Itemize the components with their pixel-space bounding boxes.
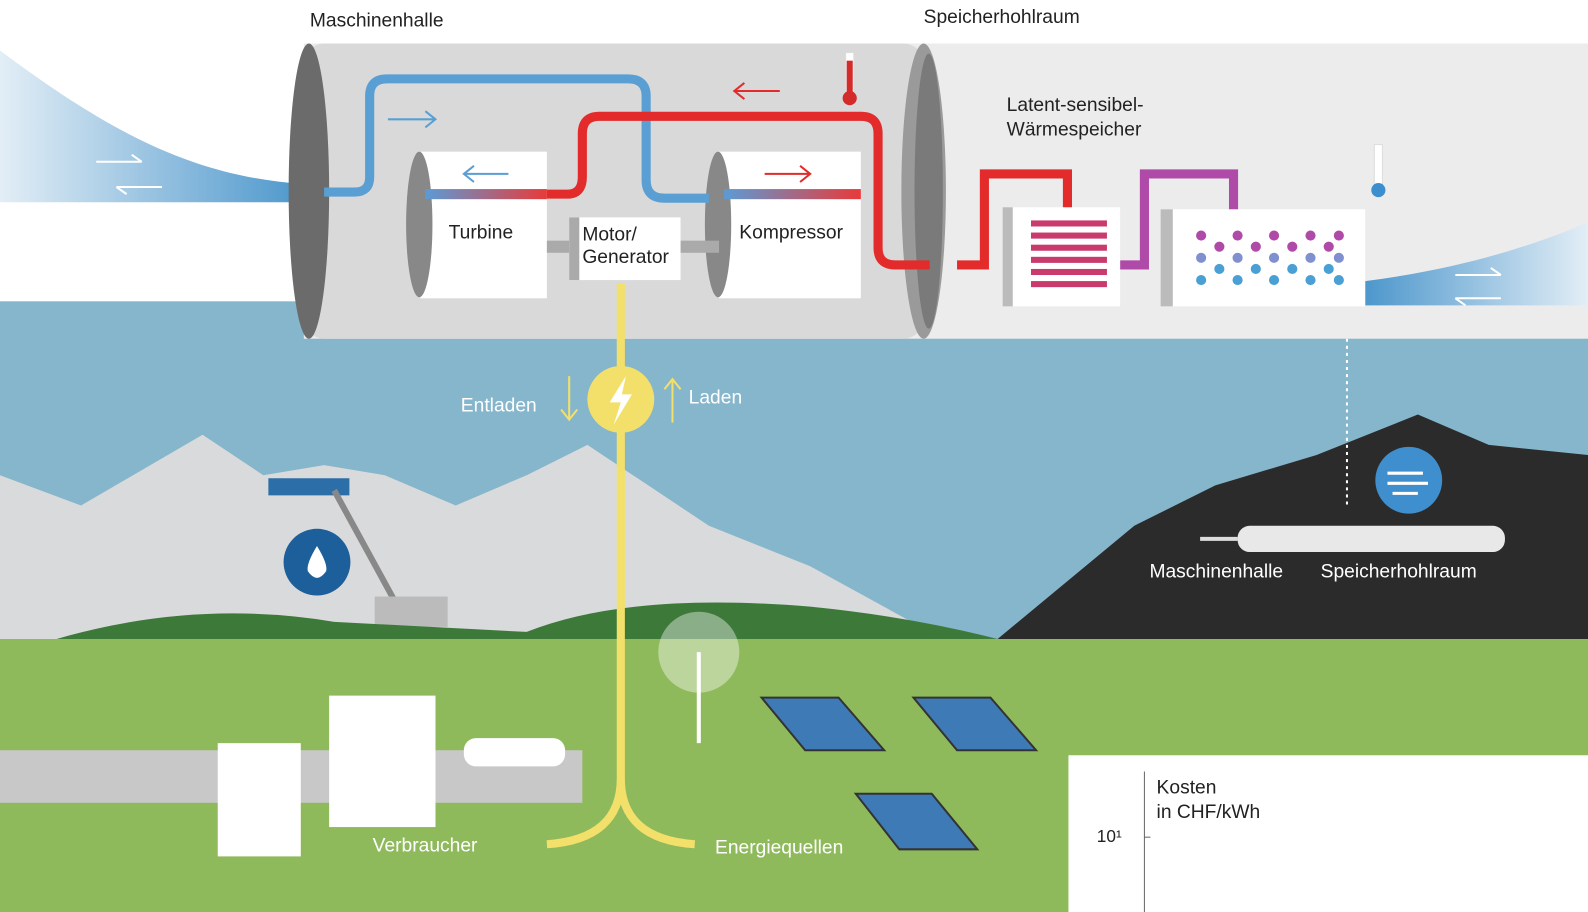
compressor-end: [705, 152, 731, 298]
label: Laden: [689, 387, 742, 408]
label: Maschinenhalle: [310, 10, 444, 31]
label: Speicherhohlraum: [924, 7, 1080, 28]
label: Entladen: [461, 396, 537, 417]
flow-gradient: [724, 189, 861, 199]
label: Kompressor: [739, 223, 843, 244]
label: Energiequellen: [715, 837, 843, 858]
thermometer-bulb: [1371, 183, 1385, 197]
cost-panel: [1068, 755, 1588, 912]
thermometer: [1374, 145, 1382, 185]
label: Maschinenhalle: [1149, 561, 1283, 582]
car: [464, 738, 565, 766]
turbine-end: [406, 152, 432, 298]
motor-bracket: [569, 217, 579, 280]
tunnel-end: [289, 43, 330, 338]
flow-gradient: [425, 189, 547, 199]
building: [218, 743, 301, 856]
page: Maschinenhalle Speicherhohlraum Latent-s…: [0, 0, 1588, 912]
wind-icon: [1375, 447, 1442, 514]
building: [329, 696, 435, 827]
power-station: [375, 597, 448, 627]
diagram: Maschinenhalle Speicherhohlraum Latent-s…: [0, 0, 1588, 912]
shaft: [679, 241, 720, 253]
label: Verbraucher: [373, 835, 478, 856]
tick-label: 10¹: [1097, 826, 1122, 846]
storage-edge: [1161, 209, 1173, 306]
label: Speicherhohlraum: [1321, 561, 1477, 582]
thermometer-fill: [847, 61, 853, 96]
mini-tunnel: [1238, 526, 1505, 552]
tunnel-divider: [915, 54, 943, 329]
label: Turbine: [449, 223, 514, 244]
storage-edge: [1003, 207, 1013, 306]
